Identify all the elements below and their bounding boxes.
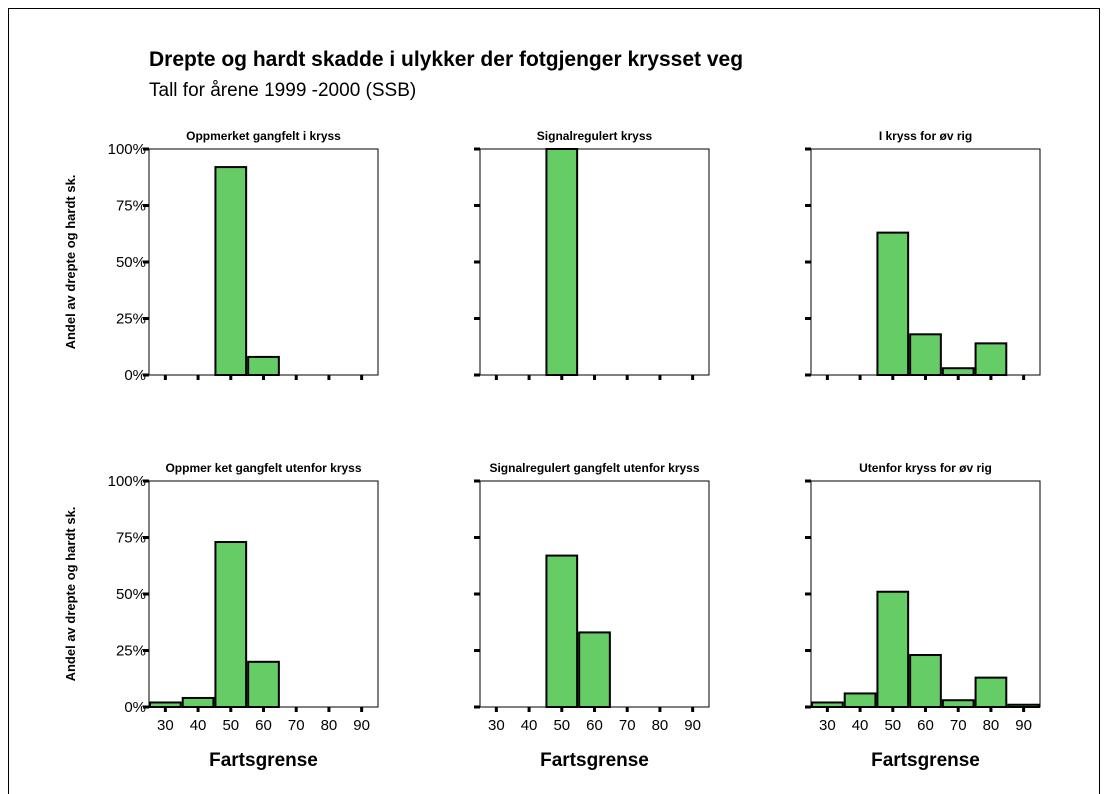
x-tick-label: 50	[222, 717, 239, 734]
bar	[545, 148, 579, 376]
panel-title: I kryss for øv rig	[879, 129, 972, 143]
x-tick-label: 40	[521, 717, 538, 734]
bar	[909, 333, 942, 377]
y-tick-label: 100%	[108, 141, 146, 158]
bar	[843, 692, 877, 709]
y-axis-title: Andel av drepte og hardt sk.	[63, 507, 78, 682]
bar	[974, 342, 1008, 376]
y-tick-label: 25%	[116, 311, 146, 328]
panel-title: Utenfor kryss for øv rig	[859, 461, 992, 475]
y-axis-title: Andel av drepte og hardt sk.	[63, 175, 78, 350]
x-tick-label: 40	[190, 717, 207, 734]
x-tick-label: 80	[652, 717, 669, 734]
bar	[545, 554, 579, 709]
x-tick-label: 50	[553, 717, 570, 734]
bar	[974, 676, 1008, 708]
x-tick-label: 70	[950, 717, 967, 734]
panel-frame	[148, 148, 379, 376]
bar	[578, 631, 611, 708]
chart-frame	[8, 8, 1100, 794]
y-tick-label: 100%	[108, 473, 146, 490]
bar	[876, 231, 910, 376]
bar	[214, 541, 248, 709]
x-tick-label: 90	[684, 717, 701, 734]
panel-title: Signalregulert gangfelt utenfor kryss	[489, 461, 699, 475]
x-axis-title: Fartsgrense	[540, 750, 649, 771]
y-tick-label: 75%	[116, 198, 146, 215]
y-tick-label: 0%	[124, 699, 146, 716]
x-tick-label: 60	[917, 717, 934, 734]
bar	[941, 699, 975, 708]
y-tick-label: 50%	[116, 254, 146, 271]
x-tick-label: 50	[884, 717, 901, 734]
bar	[811, 701, 844, 708]
x-tick-label: 70	[288, 717, 305, 734]
panel-title: Oppmer ket gangfelt utenfor kryss	[165, 461, 361, 475]
chart-title: Drepte og hardt skadde i ulykker der fot…	[149, 48, 744, 71]
panel-title: Oppmerket gangfelt i kryss	[186, 129, 341, 143]
x-tick-label: 70	[619, 717, 636, 734]
bar	[181, 696, 215, 709]
x-tick-label: 30	[488, 717, 505, 734]
x-tick-label: 80	[321, 717, 338, 734]
panel-title: Signalregulert kryss	[537, 129, 653, 143]
bar	[909, 654, 942, 709]
x-axis-title: Fartsgrense	[871, 750, 980, 771]
x-tick-label: 30	[819, 717, 836, 734]
y-tick-label: 0%	[124, 367, 146, 384]
x-tick-label: 80	[983, 717, 1000, 734]
x-tick-label: 90	[353, 717, 370, 734]
x-axis-title: Fartsgrense	[209, 750, 318, 771]
bar	[1007, 703, 1040, 708]
bar	[876, 590, 910, 708]
bar	[214, 166, 248, 376]
x-tick-label: 30	[157, 717, 174, 734]
x-tick-label: 60	[255, 717, 272, 734]
y-tick-label: 25%	[116, 643, 146, 660]
x-tick-label: 60	[586, 717, 603, 734]
chart-subtitle: Tall for årene 1999 -2000 (SSB)	[149, 80, 417, 101]
bar	[247, 660, 280, 708]
x-tick-label: 40	[852, 717, 869, 734]
bar	[941, 367, 975, 377]
y-tick-label: 50%	[116, 586, 146, 603]
y-tick-label: 75%	[116, 530, 146, 547]
x-tick-label: 90	[1015, 717, 1032, 734]
panel-frame	[479, 148, 710, 376]
bar	[149, 701, 182, 708]
bar	[247, 355, 280, 377]
